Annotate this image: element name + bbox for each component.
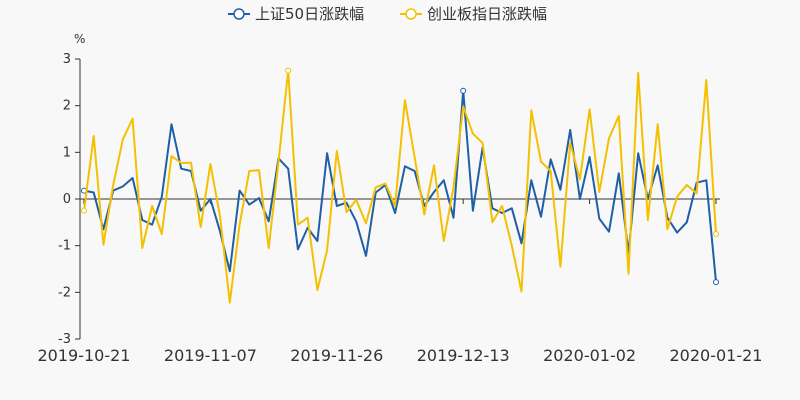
y-tick-label: 3 [63, 52, 71, 67]
x-tick-label: 2019-11-07 [164, 346, 257, 365]
data-point [285, 67, 292, 74]
series-1 [81, 87, 719, 286]
legend-item-2[interactable]: 创业板指日涨跌幅 [400, 5, 547, 23]
data-point [460, 87, 467, 94]
series-group [81, 67, 719, 304]
data-point [713, 231, 719, 237]
y-tick-label: -3 [58, 332, 71, 347]
y-tick-label: 1 [63, 145, 71, 160]
y-tick-label: -2 [58, 285, 71, 300]
x-tick-label: 2020-01-02 [543, 346, 636, 365]
data-point [81, 207, 87, 214]
legend-item-1[interactable]: 上证50日涨跌幅 [228, 5, 364, 23]
legend-marker-icon [233, 8, 245, 20]
x-tick-label: 2019-12-13 [417, 346, 510, 365]
legend-marker-icon [405, 8, 417, 20]
y-tick-label: 0 [63, 192, 71, 207]
y-axis-unit-label: % [74, 32, 85, 46]
legend-label: 创业板指日涨跌幅 [427, 5, 547, 23]
data-point [713, 279, 719, 286]
series-line [83, 69, 717, 304]
legend-label: 上证50日涨跌幅 [255, 5, 364, 23]
legend: 上证50日涨跌幅 创业板指日涨跌幅 [228, 5, 547, 23]
x-tick-label: 2019-10-21 [38, 346, 131, 365]
y-tick-label: 2 [63, 99, 71, 114]
x-tick-label: 2020-01-21 [670, 346, 763, 365]
x-axis: 2019-10-21 2019-11-07 2019-11-26 2019-12-13… [38, 198, 763, 365]
series-2 [81, 67, 719, 304]
y-axis: 3 2 1 0 -1 -2 -3 [58, 52, 81, 347]
series-line [83, 89, 717, 283]
y-tick-label: -1 [58, 239, 71, 254]
x-tick-label: 2019-11-26 [290, 346, 383, 365]
